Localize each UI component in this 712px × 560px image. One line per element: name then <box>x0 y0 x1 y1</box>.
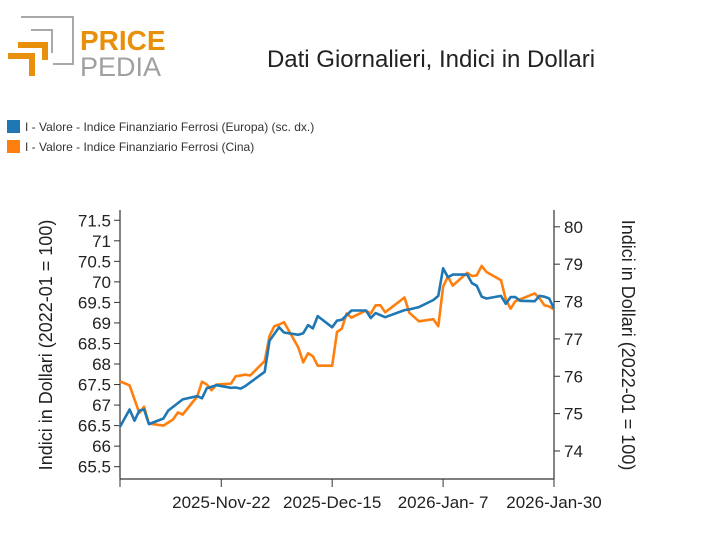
series-line-europa <box>118 267 556 428</box>
y-tick-label-left: 66 <box>92 437 111 456</box>
y-tick-label-left: 71 <box>92 232 111 251</box>
legend-label-cina: I - Valore - Indice Finanziario Ferrosi … <box>25 140 254 154</box>
legend-swatch-europa <box>7 120 20 133</box>
y-tick-label-right: 75 <box>564 405 583 424</box>
y-tick-label-left: 69.5 <box>78 293 111 312</box>
logo-line2: PEDIA <box>80 52 161 82</box>
series-line-cina <box>119 264 555 427</box>
y-tick-label-left: 70 <box>92 273 111 292</box>
y-tick-label-left: 68 <box>92 355 111 374</box>
legend-label-europa: I - Valore - Indice Finanziario Ferrosi … <box>25 120 314 134</box>
y-axis-left-label: Indici in Dollari (2022-01 = 100) <box>36 220 56 471</box>
y-axis-right-label: Indici in Dollari (2022-01 = 100) <box>618 220 638 471</box>
y-tick-label-right: 79 <box>564 255 583 274</box>
y-tick-label-left: 67 <box>92 396 111 415</box>
y-tick-label-left: 70.5 <box>78 252 111 271</box>
x-tick-label: 2025-Dec-15 <box>283 493 381 512</box>
legend-swatch-cina <box>7 140 20 153</box>
logo-line1: PRICE <box>80 25 166 56</box>
y-tick-label-left: 67.5 <box>78 376 111 395</box>
y-tick-label-right: 77 <box>564 330 583 349</box>
y-tick-label-left: 65.5 <box>78 458 111 477</box>
y-tick-label-left: 66.5 <box>78 417 111 436</box>
y-tick-label-left: 69 <box>92 314 111 333</box>
legend: I - Valore - Indice Finanziario Ferrosi … <box>7 120 314 154</box>
y-tick-label-right: 76 <box>564 367 583 386</box>
series-lines <box>118 264 556 428</box>
x-tick-label: 2026-Jan-30 <box>506 493 601 512</box>
y-tick-label-left: 68.5 <box>78 334 111 353</box>
chart-title: Dati Giornalieri, Indici in Dollari <box>267 46 595 73</box>
y-tick-label-right: 74 <box>564 442 583 461</box>
x-tick-label: 2026-Jan- 7 <box>398 493 489 512</box>
y-tick-label-right: 78 <box>564 293 583 312</box>
y-tick-label-left: 71.5 <box>78 211 111 230</box>
x-tick-label: 2025-Nov-22 <box>172 493 270 512</box>
y-tick-label-right: 80 <box>564 218 583 237</box>
pricepedia-logo: PRICE PEDIA <box>8 16 166 82</box>
